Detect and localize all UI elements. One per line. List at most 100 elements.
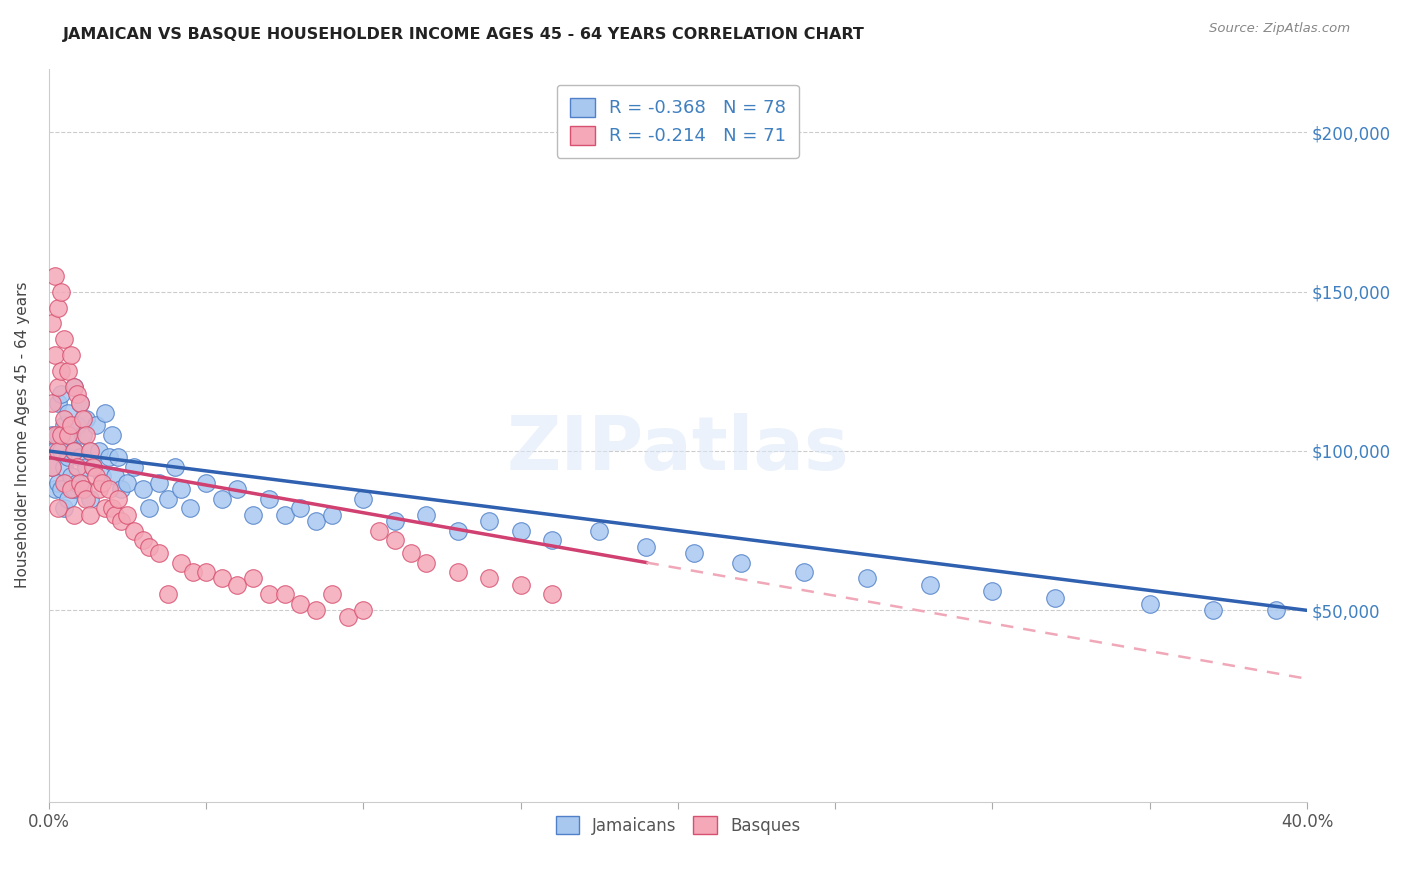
Point (107, 450, 129, 465)
Point (53, 459, 76, 474)
Point (69, 450, 91, 465)
Point (104, 508, 127, 522)
Point (368, 524, 391, 538)
Point (179, 501, 201, 516)
Point (211, 491, 233, 506)
Point (273, 508, 295, 522)
Point (72, 412, 94, 426)
Point (132, 482, 155, 496)
Point (82, 459, 104, 474)
Point (290, 597, 312, 611)
Point (66, 459, 89, 474)
Point (148, 475, 170, 490)
Point (72, 428, 94, 442)
Point (384, 514, 406, 528)
Point (1045, 591, 1067, 605)
Point (415, 556, 437, 570)
Point (46, 301, 69, 315)
Point (41, 428, 63, 442)
Point (91, 469, 114, 483)
Point (76, 459, 98, 474)
Point (163, 459, 186, 474)
Point (41, 459, 63, 474)
Point (211, 572, 233, 586)
Point (509, 524, 531, 538)
Point (257, 491, 280, 506)
Point (104, 469, 127, 483)
Point (855, 572, 877, 586)
Point (79, 444, 101, 458)
Point (76, 491, 98, 506)
Point (56, 491, 79, 506)
Point (242, 572, 264, 586)
Point (82, 459, 104, 474)
Point (87, 444, 110, 458)
Point (59, 482, 82, 496)
Point (56, 450, 79, 465)
Point (76, 428, 98, 442)
Point (793, 565, 815, 579)
Y-axis label: Householder Income Ages 45 - 64 years: Householder Income Ages 45 - 64 years (15, 282, 30, 589)
Point (138, 540, 160, 554)
Point (63, 380, 86, 394)
Point (226, 578, 249, 592)
Point (53, 501, 76, 516)
Point (447, 524, 470, 538)
Point (84, 418, 107, 433)
Point (918, 578, 941, 592)
Legend: Jamaicans, Basques: Jamaicans, Basques (546, 805, 810, 845)
Point (63, 380, 86, 394)
Point (157, 587, 180, 601)
Point (132, 533, 155, 548)
Point (44, 444, 66, 458)
Point (41, 459, 63, 474)
Point (94, 501, 117, 516)
Point (157, 491, 180, 506)
Point (399, 546, 422, 560)
Point (72, 482, 94, 496)
Point (46, 396, 69, 410)
Point (148, 546, 170, 560)
Point (195, 565, 218, 579)
Point (46, 501, 69, 516)
Point (97, 482, 120, 496)
Point (76, 412, 98, 426)
Point (384, 533, 406, 548)
Point (447, 565, 470, 579)
Point (66, 418, 89, 433)
Point (257, 587, 280, 601)
Point (478, 514, 501, 528)
Point (41, 396, 63, 410)
Point (588, 524, 610, 538)
Point (94, 406, 117, 420)
Point (1201, 603, 1223, 617)
Point (321, 508, 343, 522)
Point (138, 501, 160, 516)
Point (53, 412, 76, 426)
Point (69, 396, 91, 410)
Point (183, 565, 205, 579)
Point (100, 428, 122, 442)
Point (117, 475, 139, 490)
Point (72, 482, 94, 496)
Point (46, 475, 69, 490)
Point (110, 482, 132, 496)
Point (63, 508, 86, 522)
Point (69, 396, 91, 410)
Point (51, 444, 73, 458)
Point (170, 556, 193, 570)
Point (1139, 597, 1161, 611)
Point (46, 380, 69, 394)
Point (273, 587, 295, 601)
Point (44, 348, 66, 362)
Point (44, 268, 66, 283)
Point (1264, 603, 1286, 617)
Point (59, 469, 82, 483)
Point (79, 508, 101, 522)
Point (63, 444, 86, 458)
Point (541, 533, 564, 548)
Point (66, 475, 89, 490)
Point (730, 556, 752, 570)
Point (290, 501, 312, 516)
Point (195, 475, 218, 490)
